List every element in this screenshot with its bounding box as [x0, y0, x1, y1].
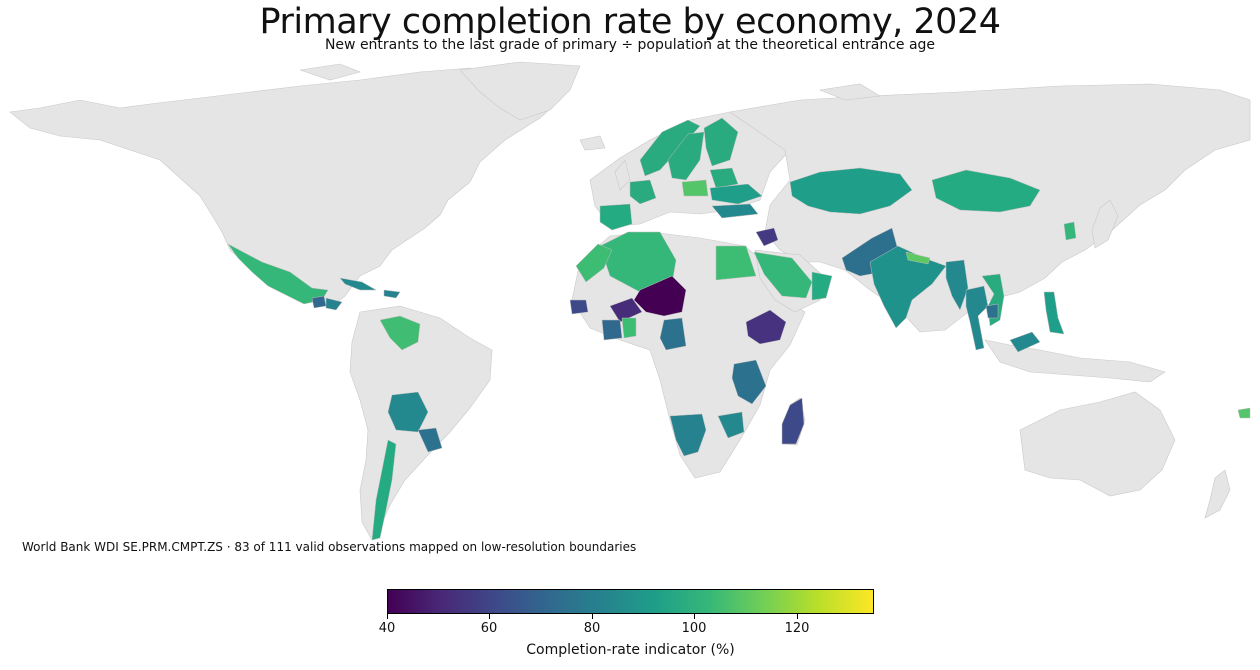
- country-ethiopia: [745, 309, 787, 345]
- country-cameroon: [659, 317, 687, 351]
- country-turkey: [711, 203, 759, 219]
- colorbar-gradient: [387, 589, 874, 614]
- country-madagascar: [781, 397, 805, 445]
- country-kazakhstan: [789, 167, 913, 215]
- colorbar-tick-label: 120: [784, 621, 810, 636]
- country-egypt: [715, 245, 757, 281]
- country-france: [629, 179, 657, 205]
- country-myanmar: [945, 259, 969, 311]
- country-paraguay: [417, 427, 443, 453]
- colorbar: 40 60 80 100 120 Completion-rate indicat…: [379, 589, 874, 658]
- colorbar-tick: [797, 614, 798, 619]
- country-chile: [371, 439, 397, 541]
- country-sweden: [667, 131, 705, 181]
- country-senegal: [569, 299, 589, 315]
- country-niger: [633, 275, 687, 317]
- country-cuba: [339, 277, 377, 291]
- country-india: [869, 245, 947, 329]
- country-tanzania: [731, 359, 767, 405]
- map-title: Primary completion rate by economy, 2024: [259, 2, 1001, 42]
- country-oman: [811, 271, 833, 301]
- country-zimbabwe: [717, 411, 745, 439]
- country-guatemala: [311, 295, 327, 309]
- country-nepal: [905, 251, 931, 265]
- country-south-korea: [1063, 221, 1077, 241]
- country-cambodia: [985, 303, 999, 319]
- country-malaysia: [1009, 331, 1041, 353]
- country-morocco: [575, 243, 613, 283]
- country-ukraine: [709, 183, 763, 205]
- colorbar-tick-label: 60: [480, 621, 498, 636]
- country-namibia: [669, 413, 707, 457]
- data-countries: [227, 117, 1251, 541]
- country-vietnam: [981, 273, 1005, 327]
- country-spain: [599, 203, 633, 231]
- colorbar-tick-label: 40: [378, 621, 396, 636]
- country-honduras: [325, 297, 343, 311]
- country-mali: [609, 297, 643, 323]
- colorbar-tick-label: 100: [681, 621, 707, 636]
- country-fiji: [1237, 407, 1251, 419]
- map-subtitle: New entrants to the last grade of primar…: [324, 37, 936, 53]
- country-dominican-republic: [383, 289, 401, 299]
- country-bolivia: [387, 391, 429, 433]
- colorbar-tick: [694, 614, 695, 619]
- country-finland: [703, 117, 739, 167]
- country-belarus: [709, 167, 739, 189]
- colorbar-tick: [387, 614, 388, 619]
- country-thailand: [965, 285, 989, 351]
- country-philippines: [1043, 291, 1065, 335]
- colorbar-tick-label: 80: [583, 621, 601, 636]
- country-iraq: [755, 227, 779, 247]
- source-note: World Bank WDI SE.PRM.CMPT.ZS · 83 of 11…: [22, 540, 637, 554]
- colorbar-tick: [592, 614, 593, 619]
- country-algeria: [599, 231, 677, 293]
- country-poland: [681, 179, 709, 197]
- country-cote-divoire: [601, 319, 623, 341]
- country-venezuela: [379, 315, 421, 351]
- country-mongolia: [931, 169, 1041, 213]
- country-saudi-arabia: [753, 251, 813, 299]
- country-ghana: [621, 317, 637, 339]
- colorbar-tick: [489, 614, 490, 619]
- colorbar-label: Completion-rate indicator (%): [526, 642, 735, 658]
